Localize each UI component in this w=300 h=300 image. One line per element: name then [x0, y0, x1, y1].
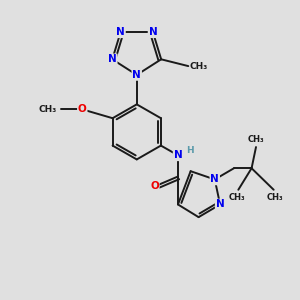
Text: H: H	[186, 146, 194, 155]
Text: N: N	[108, 54, 117, 64]
Text: CH₃: CH₃	[229, 193, 245, 202]
Text: N: N	[116, 27, 125, 37]
Text: N: N	[174, 150, 182, 160]
Text: O: O	[78, 104, 87, 114]
Text: CH₃: CH₃	[248, 134, 264, 143]
Text: O: O	[150, 181, 159, 191]
Text: CH₃: CH₃	[38, 105, 56, 114]
Text: N: N	[132, 70, 141, 80]
Text: N: N	[216, 200, 224, 209]
Text: CH₃: CH₃	[190, 61, 208, 70]
Text: N: N	[148, 27, 157, 37]
Text: CH₃: CH₃	[267, 193, 284, 202]
Text: N: N	[210, 174, 219, 184]
